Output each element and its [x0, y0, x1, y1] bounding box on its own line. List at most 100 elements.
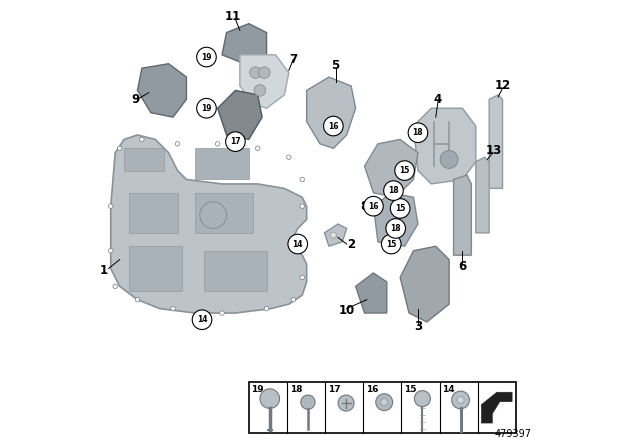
Text: 8: 8: [360, 200, 369, 213]
Circle shape: [338, 395, 354, 411]
Text: 9: 9: [131, 93, 140, 106]
Polygon shape: [204, 251, 267, 291]
Circle shape: [220, 311, 224, 315]
Polygon shape: [124, 148, 164, 171]
Text: 1: 1: [100, 264, 108, 277]
Text: 16: 16: [328, 121, 339, 130]
Text: 6: 6: [458, 260, 467, 273]
Circle shape: [226, 132, 245, 151]
Text: 15: 15: [386, 240, 396, 249]
Circle shape: [291, 240, 296, 244]
Circle shape: [301, 395, 315, 409]
Polygon shape: [481, 392, 512, 423]
Text: 2: 2: [347, 237, 355, 250]
Polygon shape: [129, 193, 177, 233]
Text: 16: 16: [366, 385, 378, 394]
Polygon shape: [240, 55, 289, 108]
Text: 14: 14: [442, 385, 455, 394]
Circle shape: [440, 151, 458, 168]
Circle shape: [135, 297, 140, 302]
Circle shape: [414, 391, 431, 407]
Text: 16: 16: [368, 202, 379, 211]
Text: 18: 18: [388, 186, 399, 195]
Circle shape: [287, 155, 291, 159]
Text: 11: 11: [225, 10, 241, 23]
Polygon shape: [489, 95, 502, 188]
Circle shape: [330, 232, 337, 238]
Polygon shape: [373, 193, 418, 246]
Circle shape: [300, 275, 305, 280]
Text: 17: 17: [230, 137, 241, 146]
Circle shape: [140, 137, 144, 142]
Circle shape: [109, 204, 113, 208]
Text: 17: 17: [328, 385, 340, 394]
Circle shape: [408, 123, 428, 142]
Circle shape: [192, 310, 212, 330]
Polygon shape: [413, 108, 476, 184]
Circle shape: [395, 161, 414, 181]
Circle shape: [386, 219, 406, 238]
Circle shape: [300, 204, 305, 208]
Circle shape: [291, 297, 296, 302]
Circle shape: [196, 99, 216, 118]
Text: 18: 18: [390, 224, 401, 233]
Circle shape: [254, 85, 266, 96]
Text: 10: 10: [339, 304, 355, 317]
FancyBboxPatch shape: [249, 382, 516, 433]
Text: 15: 15: [395, 204, 405, 213]
Text: 15: 15: [404, 385, 417, 394]
Circle shape: [381, 399, 388, 406]
Circle shape: [364, 196, 383, 216]
Polygon shape: [138, 64, 186, 117]
Polygon shape: [195, 193, 253, 233]
Text: 14: 14: [196, 315, 207, 324]
Text: 12: 12: [495, 79, 511, 92]
Circle shape: [288, 234, 308, 254]
Circle shape: [381, 234, 401, 254]
Circle shape: [200, 202, 227, 228]
Polygon shape: [218, 90, 262, 139]
Text: 5: 5: [332, 60, 340, 73]
Circle shape: [109, 249, 113, 253]
Circle shape: [457, 396, 464, 404]
Text: 3: 3: [414, 320, 422, 333]
Polygon shape: [400, 246, 449, 322]
Polygon shape: [111, 135, 307, 313]
Polygon shape: [476, 157, 489, 233]
Circle shape: [117, 146, 122, 151]
Polygon shape: [365, 139, 418, 197]
Text: 15: 15: [399, 166, 410, 175]
Polygon shape: [195, 148, 249, 180]
Text: 4: 4: [434, 93, 442, 106]
Circle shape: [260, 389, 280, 409]
Text: 479397: 479397: [495, 429, 531, 439]
Text: 18: 18: [289, 385, 302, 394]
Text: 19: 19: [201, 52, 212, 61]
Circle shape: [390, 198, 410, 218]
Polygon shape: [356, 273, 387, 313]
Polygon shape: [324, 224, 347, 246]
Circle shape: [255, 146, 260, 151]
Polygon shape: [307, 77, 356, 148]
Circle shape: [171, 306, 175, 311]
Circle shape: [452, 391, 470, 409]
Circle shape: [383, 181, 403, 200]
Text: 18: 18: [413, 128, 423, 137]
Circle shape: [376, 394, 393, 411]
Circle shape: [300, 177, 305, 182]
Circle shape: [259, 67, 270, 78]
Circle shape: [196, 47, 216, 67]
Text: 19: 19: [201, 104, 212, 113]
Circle shape: [324, 116, 343, 136]
Text: 13: 13: [486, 144, 502, 157]
Text: 14: 14: [292, 240, 303, 249]
Text: 7: 7: [289, 53, 298, 66]
Text: 19: 19: [252, 385, 264, 394]
Polygon shape: [129, 246, 182, 291]
Polygon shape: [222, 24, 267, 64]
Circle shape: [175, 142, 180, 146]
Circle shape: [113, 284, 117, 289]
Circle shape: [264, 306, 269, 311]
Polygon shape: [454, 175, 472, 255]
Circle shape: [216, 142, 220, 146]
